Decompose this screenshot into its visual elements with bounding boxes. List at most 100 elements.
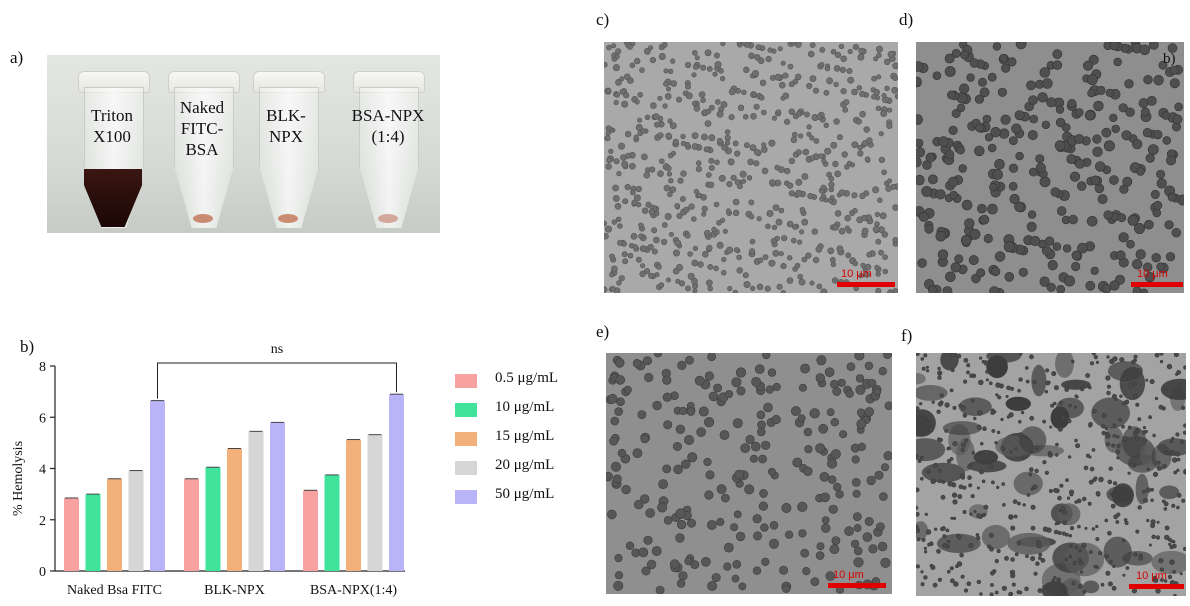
cell (1028, 472, 1033, 477)
cell (625, 152, 632, 159)
cell (1149, 379, 1155, 385)
cell-aggregate (1061, 379, 1091, 390)
cell (692, 288, 698, 293)
cell (673, 249, 681, 257)
micrograph-c-cells (604, 42, 898, 293)
cell (950, 578, 955, 584)
cell (939, 393, 944, 398)
cell (1011, 123, 1022, 134)
cell (1003, 241, 1015, 253)
cell (851, 455, 860, 464)
cell (764, 285, 771, 292)
cell (854, 353, 865, 361)
cell (919, 402, 923, 406)
cell (662, 392, 672, 402)
cell (815, 246, 823, 253)
cell (1059, 401, 1064, 406)
cell (1067, 98, 1077, 108)
cell (741, 42, 747, 46)
cell (772, 204, 780, 211)
scalebar-label-c: 10 μm (841, 268, 872, 280)
cell (691, 72, 697, 78)
cell-aggregate (916, 521, 928, 540)
cell (1124, 521, 1129, 526)
cell (1008, 163, 1019, 173)
cell (708, 104, 715, 111)
cell (920, 570, 924, 574)
cell (960, 50, 970, 60)
cell (1064, 557, 1068, 561)
cell (917, 459, 922, 464)
cell (622, 198, 629, 205)
cell (1067, 455, 1072, 459)
cell (930, 478, 936, 485)
cell (743, 66, 750, 73)
cell (1045, 380, 1051, 386)
cell (723, 562, 732, 571)
cell (1029, 114, 1038, 124)
cell (951, 353, 957, 358)
cell (879, 212, 887, 220)
cell (1066, 154, 1077, 164)
cell (1062, 244, 1072, 253)
cell (1069, 544, 1073, 548)
cell (832, 224, 839, 231)
cell (1084, 526, 1088, 530)
cell (1123, 518, 1128, 522)
cell (670, 80, 678, 87)
cell (918, 418, 922, 422)
cell (1134, 223, 1146, 235)
cell (994, 251, 1006, 262)
cell (1113, 57, 1122, 67)
cell (1115, 449, 1121, 455)
cell (813, 138, 820, 144)
bar-0-4 (150, 400, 165, 571)
cell (1092, 146, 1103, 157)
cell (707, 285, 713, 292)
cell (1000, 445, 1006, 451)
cell (957, 534, 962, 540)
cell (830, 417, 840, 427)
cell (924, 224, 934, 234)
cell (1008, 592, 1013, 596)
cell (960, 448, 965, 453)
cell (824, 367, 835, 378)
cell (1001, 482, 1005, 486)
cell (604, 225, 613, 233)
cell (1138, 98, 1149, 109)
cell (1152, 433, 1156, 438)
cell-aggregate (916, 385, 948, 401)
cell (704, 490, 714, 500)
cell (857, 150, 864, 157)
cell (761, 167, 769, 175)
cell (876, 74, 882, 80)
cell (617, 239, 624, 246)
cell (892, 75, 898, 81)
bar-2-0 (303, 490, 318, 571)
cell (1039, 276, 1050, 287)
tube-label-bsa-npx: BSA-NPX (1:4) (351, 106, 425, 146)
cell (1089, 466, 1095, 472)
cell (875, 105, 882, 112)
cell (936, 409, 941, 414)
cell (1151, 253, 1161, 263)
cell (932, 582, 938, 588)
cell (852, 489, 861, 498)
cell (1156, 169, 1166, 179)
cell-aggregate (1056, 503, 1081, 526)
cell (781, 503, 792, 514)
cell (828, 186, 835, 193)
cell (1146, 467, 1150, 471)
cell (653, 353, 663, 358)
cell (1175, 432, 1180, 437)
cell (724, 129, 731, 135)
cell (1048, 489, 1053, 494)
cell (937, 401, 943, 407)
cell (658, 479, 668, 490)
cell (1160, 578, 1164, 582)
cell (812, 256, 820, 264)
cell (753, 531, 763, 541)
cell (639, 494, 650, 504)
cell (684, 435, 695, 446)
cell (716, 484, 727, 494)
